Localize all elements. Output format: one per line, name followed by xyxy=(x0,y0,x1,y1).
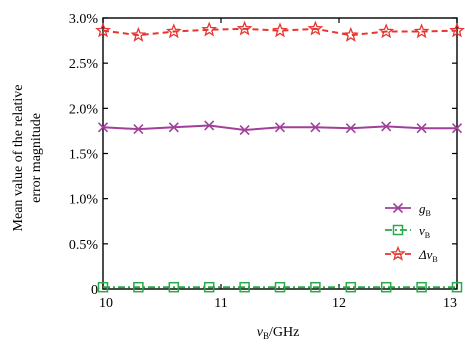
data-point xyxy=(310,281,321,293)
legend: gB vB ΔvB xyxy=(385,201,438,264)
data-point xyxy=(201,21,218,37)
data-point xyxy=(236,20,253,36)
data-point xyxy=(345,281,357,293)
data-point xyxy=(97,122,109,133)
y-tick-label: 0 xyxy=(91,283,98,298)
data-point xyxy=(165,23,182,39)
data-point xyxy=(449,22,465,38)
legend-marker xyxy=(392,224,404,236)
data-point xyxy=(380,281,392,293)
data-point xyxy=(95,22,111,38)
y-tick-label: 1.5% xyxy=(69,148,99,163)
data-point xyxy=(451,281,463,293)
data-point xyxy=(204,120,215,131)
data-point xyxy=(239,281,250,293)
x-axis-title-var: v xyxy=(257,325,264,340)
data-point xyxy=(381,121,392,132)
data-point xyxy=(97,281,109,293)
data-point xyxy=(416,281,427,293)
data-point xyxy=(342,26,359,42)
data-point xyxy=(274,122,286,133)
y-tick-label: 2.0% xyxy=(69,102,99,117)
x-axis-title-unit: /GHz xyxy=(269,325,299,340)
data-point xyxy=(272,22,288,38)
series-1 xyxy=(97,281,463,293)
legend-label: ΔvB xyxy=(418,247,438,264)
data-point xyxy=(413,23,430,39)
data-point xyxy=(239,124,250,136)
y-tick-label: 3.0% xyxy=(69,12,99,27)
series-2 xyxy=(95,20,465,42)
legend-marker xyxy=(390,245,406,261)
data-point xyxy=(203,281,215,293)
legend-marker xyxy=(392,202,404,214)
axes: 0 0.5% 1.0% 1.5% 2.0% 2.5% 3.0% 10 11 12 13 xyxy=(69,12,458,311)
data-point xyxy=(168,281,180,293)
data-point xyxy=(168,122,179,133)
x-tick-label: 13 xyxy=(443,296,457,311)
data-point xyxy=(416,123,427,134)
data-point xyxy=(345,123,356,134)
data-point xyxy=(451,123,463,134)
data-point xyxy=(133,281,144,293)
y-tick-label: 1.0% xyxy=(69,193,99,208)
x-axis-title-sub: B xyxy=(263,331,269,341)
data-point xyxy=(307,20,324,36)
data-point xyxy=(310,122,321,133)
legend-label: gB xyxy=(419,201,431,218)
x-tick-label: 10 xyxy=(99,296,113,311)
data-point xyxy=(274,281,286,293)
plot-frame xyxy=(102,17,458,290)
data-point xyxy=(133,124,144,135)
x-axis-title: vB/GHz xyxy=(257,325,300,341)
y-axis-title-line2: error magnitude xyxy=(29,113,44,203)
y-tick-label: 0.5% xyxy=(69,238,99,253)
series-0 xyxy=(97,120,463,136)
y-axis-title-line1: Mean value of the relative xyxy=(11,85,26,232)
y-tick-label: 2.5% xyxy=(69,57,99,72)
series-layer xyxy=(95,20,465,293)
x-tick-label: 11 xyxy=(214,296,227,311)
data-point xyxy=(378,23,395,39)
x-tick-label: 12 xyxy=(332,296,346,311)
legend-label: vB xyxy=(419,223,430,240)
data-point xyxy=(130,26,147,42)
